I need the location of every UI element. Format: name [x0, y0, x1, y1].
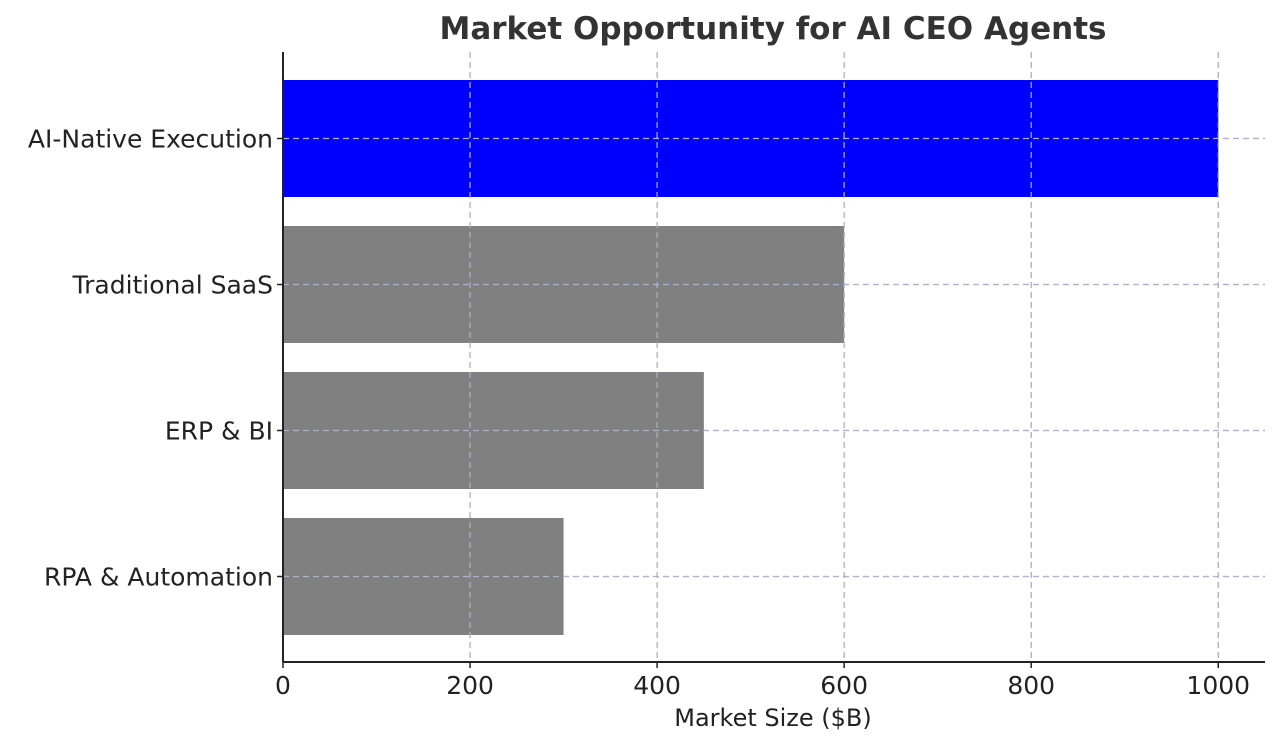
x-tick-label-5: 1000: [1186, 671, 1250, 700]
x-tick-label-3: 600: [820, 671, 868, 700]
category-label-1: ERP & BI: [165, 417, 273, 446]
x-axis-label: Market Size ($B): [674, 704, 871, 732]
x-tick-label-0: 0: [275, 671, 291, 700]
axes: [282, 52, 1265, 663]
x-ticks: 0 200 400 600 800 1000: [275, 662, 1250, 700]
bars: [283, 52, 1265, 662]
x-tick-label-4: 800: [1007, 671, 1055, 700]
category-label-0: RPA & Automation: [44, 563, 273, 592]
y-category-labels: RPA & Automation ERP & BI Traditional SaaS…: [28, 125, 283, 592]
x-tick-label-2: 400: [633, 671, 681, 700]
chart-title: Market Opportunity for AI CEO Agents: [440, 11, 1107, 47]
x-tick-label-1: 200: [446, 671, 494, 700]
category-label-3: AI-Native Execution: [28, 125, 273, 154]
category-label-2: Traditional SaaS: [72, 271, 274, 300]
